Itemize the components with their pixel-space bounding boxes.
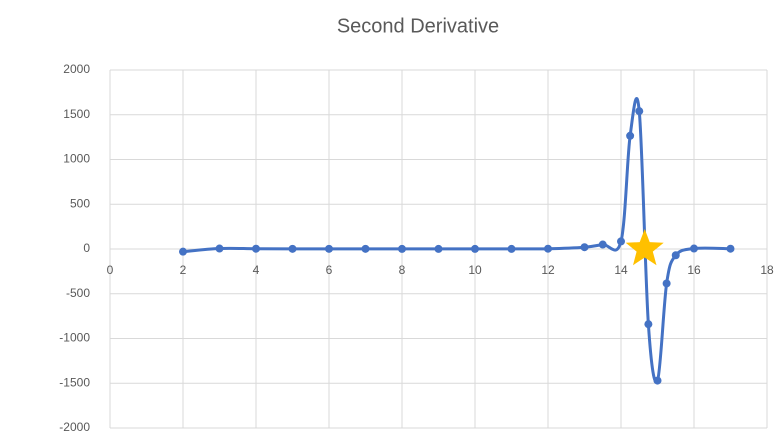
y-tick-label: 1500 [63,107,90,121]
data-point [398,244,406,253]
data-point [507,244,516,253]
data-point [726,244,735,253]
x-tick-label: 10 [468,263,482,277]
series-line [182,97,731,384]
data-point [662,279,671,288]
data-point [635,107,644,116]
y-tick-label: -1500 [59,375,90,389]
y-tick-label: 0 [83,241,90,255]
data-point [252,244,260,253]
data-point [671,251,680,260]
data-point [644,320,653,329]
data-point [617,237,625,246]
data-point [471,244,479,253]
data-point [580,243,589,252]
data-point [325,244,333,253]
data-point [361,244,370,253]
x-tick-label: 8 [399,263,406,277]
x-tick-label: 16 [687,263,701,277]
x-tick-label: 12 [541,263,555,277]
y-tick-label: -2000 [59,420,90,434]
y-tick-label: -500 [66,286,90,300]
x-tick-label: 2 [180,263,187,277]
y-tick-label: 500 [70,196,90,210]
x-tick-label: 18 [760,263,774,277]
y-tick-label: 1000 [63,152,90,166]
chart-title: Second Derivative [337,15,499,37]
data-point [434,244,443,253]
x-tick-label: 4 [253,263,260,277]
data-point [179,247,187,256]
data-point [544,244,552,253]
data-point [288,244,297,253]
x-tick-label: 6 [326,263,333,277]
data-point [653,376,662,385]
x-tick-label: 14 [614,263,628,277]
data-point [215,244,224,253]
x-tick-label: 0 [107,263,114,277]
data-point [690,244,698,253]
y-tick-label: -1000 [59,331,90,345]
data-point [626,131,635,140]
highlight-star [625,229,664,266]
data-point [598,240,607,249]
y-tick-label: 2000 [63,62,90,76]
